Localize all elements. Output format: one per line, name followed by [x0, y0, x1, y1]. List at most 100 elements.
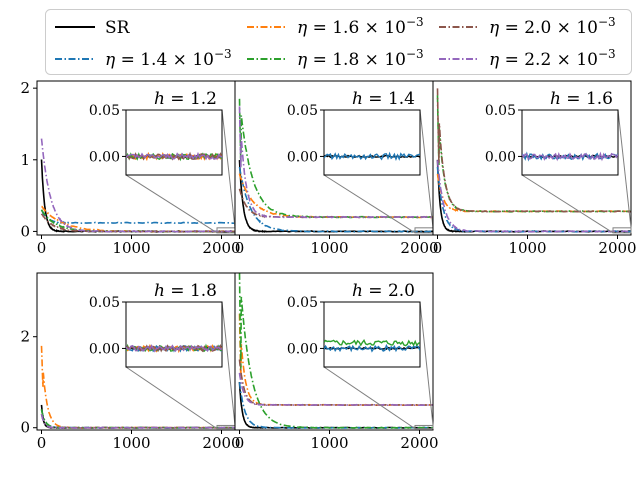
axes-frame — [234, 272, 434, 431]
inset-y-tick-label: 0.05 — [89, 295, 120, 311]
x-tick-label: 1000 — [112, 434, 150, 452]
chart-panel: 0 1000 2000 0.00 0.05 h = 2.0 — [234, 272, 439, 452]
chart-panel: 0 1000 2000 0 1 2 0.00 0.05 h = 1.2 — [20, 79, 240, 257]
plot-area — [238, 273, 433, 429]
inset-y-tick-label: 0.00 — [89, 149, 120, 165]
inset-plot — [324, 338, 420, 353]
series-line — [436, 88, 631, 213]
x-tick-label: 0 — [37, 434, 47, 452]
x-tick-label: 0 — [37, 239, 47, 257]
zoom-connector — [221, 301, 236, 426]
x-tick-label: 0 — [235, 434, 245, 452]
plot-area — [40, 138, 235, 233]
inset-series-line — [126, 151, 222, 161]
x-tick-label: 0 — [433, 239, 443, 257]
series-line — [41, 205, 235, 233]
series-line — [436, 173, 631, 213]
panel-title: h = 1.2 — [154, 89, 217, 109]
zoom-connector — [419, 301, 434, 426]
panel-title: h = 1.8 — [154, 281, 217, 301]
series-line — [40, 409, 235, 429]
y-tick-label: 2 — [20, 79, 30, 97]
inset-series-line — [324, 151, 420, 161]
inset-series-line — [324, 338, 420, 347]
series-line — [436, 166, 631, 233]
inset-plot — [522, 151, 618, 162]
zoom-connector — [521, 174, 614, 234]
chart-panel: 0 1000 2000 0 2 0.00 0.05 h = 1.8 — [20, 272, 241, 452]
legend-label: η = 1.4 × 10−3 — [105, 47, 232, 70]
y-tick-label: 1 — [20, 151, 30, 169]
series-line — [40, 409, 235, 430]
series-line — [40, 209, 235, 233]
legend-label: SR — [105, 18, 131, 38]
plot-area — [40, 345, 235, 430]
series-line — [238, 106, 433, 219]
series-line — [238, 372, 433, 407]
series-line — [238, 166, 433, 233]
series-line — [238, 188, 433, 219]
inset-series-line — [324, 346, 420, 351]
series-line — [436, 160, 631, 233]
zoom-connector — [419, 109, 434, 228]
inset-plot — [126, 343, 222, 354]
x-tick-label: 1000 — [310, 434, 348, 452]
legend-label: η = 1.6 × 10−3 — [297, 15, 424, 38]
inset-plot — [126, 151, 222, 162]
legend: SR η = 1.4 × 10−3 η = 1.6 × 10−3 η = 1.8 × … — [45, 9, 632, 75]
y-tick-label: 0 — [20, 222, 30, 240]
zoom-connector — [125, 174, 218, 234]
zoom-connector — [125, 366, 218, 430]
x-tick-label: 1000 — [112, 239, 150, 257]
inset-series-line — [126, 344, 222, 353]
inset-y-tick-label: 0.05 — [485, 103, 516, 119]
x-tick-label: 1000 — [310, 239, 348, 257]
zoom-connector — [617, 109, 632, 228]
inset-frame — [125, 109, 223, 176]
axes-frame — [432, 80, 632, 236]
panel-title: h = 1.6 — [550, 89, 613, 109]
series-line — [40, 414, 235, 430]
y-tick-label: 2 — [20, 328, 30, 346]
inset-frame — [521, 109, 619, 176]
inset-y-tick-label: 0.00 — [485, 149, 516, 165]
series-line — [238, 273, 433, 429]
inset-series-line — [324, 343, 420, 353]
inset-y-tick-label: 0.05 — [287, 103, 318, 119]
inset-y-tick-label: 0.00 — [89, 341, 120, 357]
x-tick-label: 2000 — [202, 434, 240, 452]
zoom-region — [612, 227, 632, 234]
chart-panel: 0 1000 2000 0.00 0.05 h = 1.4 — [234, 80, 439, 257]
inset-plot — [324, 151, 420, 161]
inset-y-tick-label: 0.00 — [287, 341, 318, 357]
x-tick-label: 1000 — [508, 239, 546, 257]
plot-area — [436, 88, 631, 233]
inset-y-tick-label: 0.00 — [287, 149, 318, 165]
legend-label: η = 2.0 × 10−3 — [489, 15, 616, 38]
zoom-connector — [323, 174, 416, 234]
inset-frame — [125, 301, 223, 368]
y-tick-label: 0 — [20, 419, 30, 437]
inset-y-tick-label: 0.05 — [89, 103, 120, 119]
legend-frame — [45, 9, 632, 75]
series-line — [238, 173, 433, 219]
x-tick-label: 2000 — [400, 239, 438, 257]
series-line — [40, 209, 235, 225]
inset-frame — [323, 301, 421, 368]
plot-area — [238, 98, 433, 233]
panel-title: h = 2.0 — [352, 281, 415, 301]
zoom-connector — [323, 366, 416, 430]
inset-series-line — [522, 151, 618, 162]
series-line — [40, 138, 235, 233]
inset-frame — [323, 109, 421, 176]
x-tick-label: 2000 — [400, 434, 438, 452]
x-tick-label: 2000 — [598, 239, 636, 257]
zoom-connector — [221, 109, 236, 228]
series-line — [436, 95, 631, 213]
series-line — [40, 213, 235, 233]
chart-panel: 0 1000 2000 0.00 0.05 h = 1.6 — [432, 80, 637, 257]
series-line — [40, 404, 235, 430]
panel-title: h = 1.4 — [352, 89, 415, 109]
